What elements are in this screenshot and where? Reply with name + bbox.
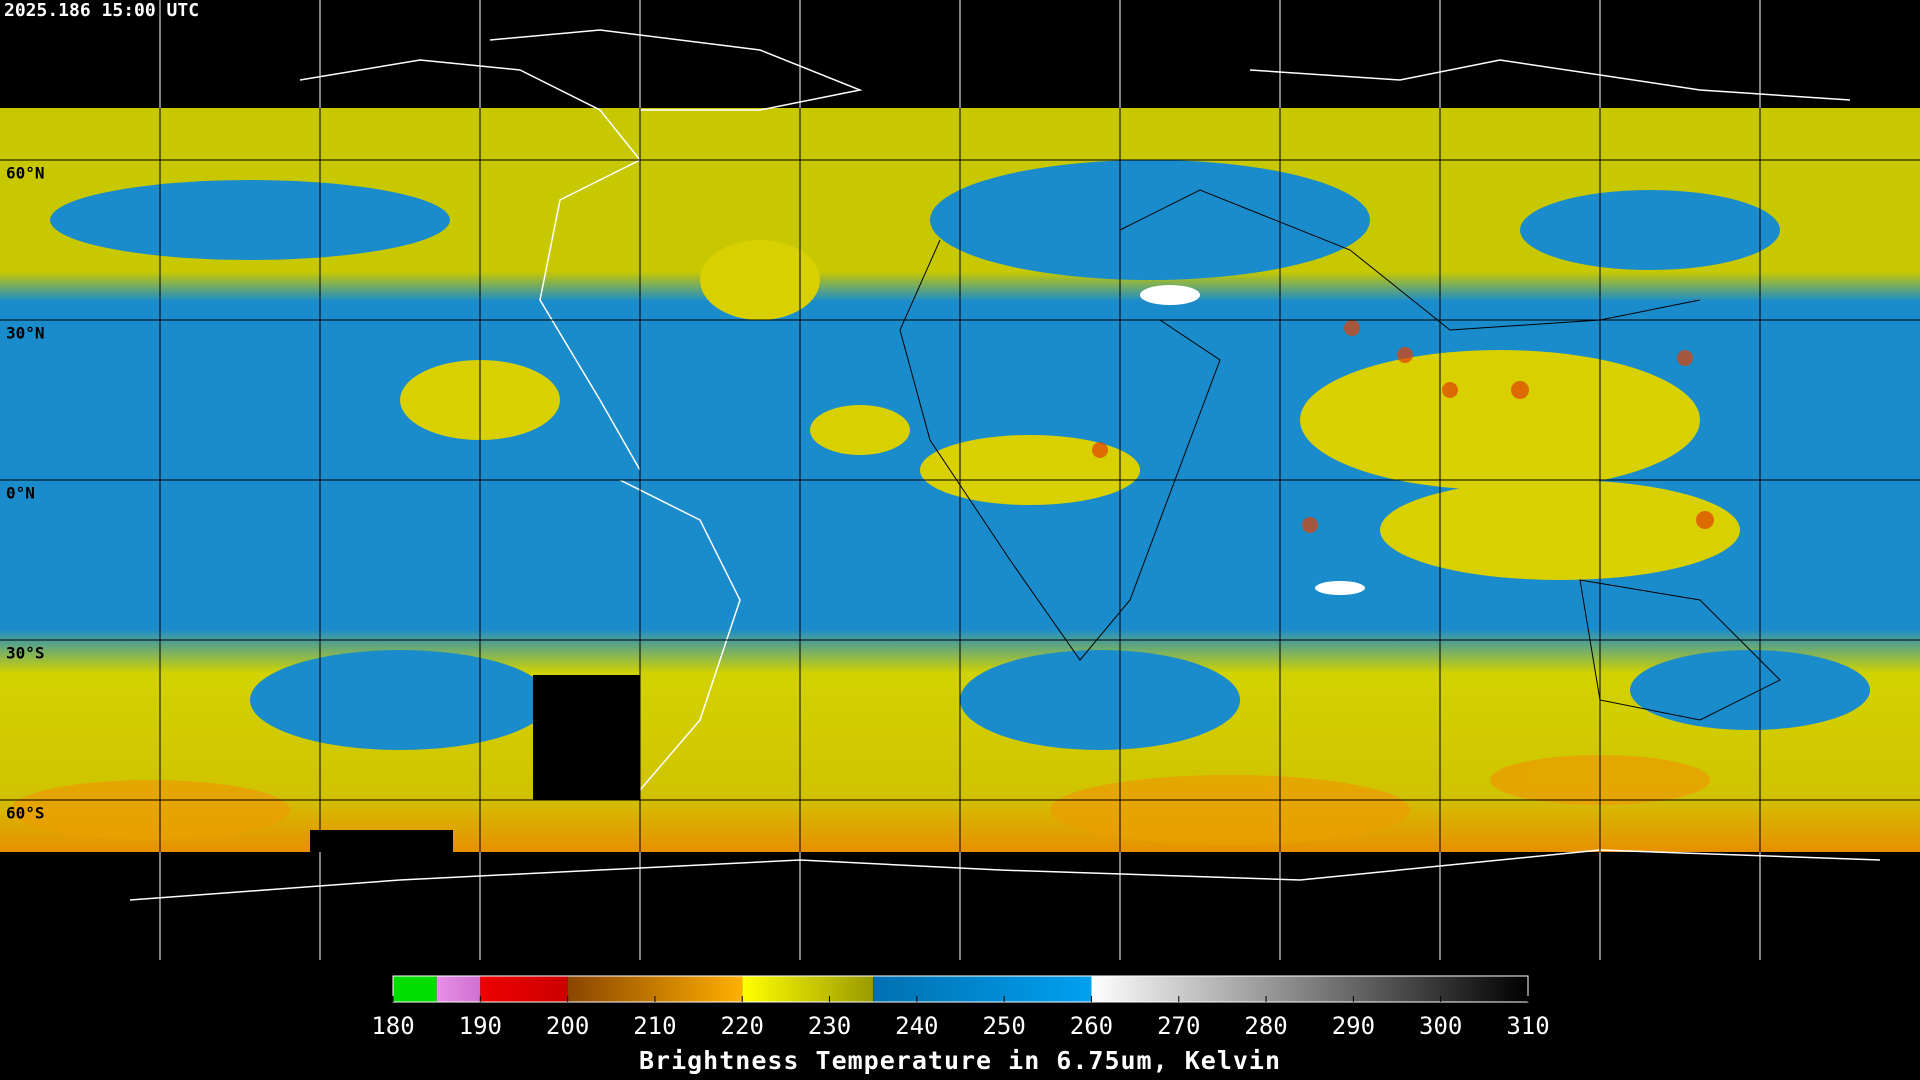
colorbar: 180 190 200 210 220 230 240 250 260 270 280 290 300 3… xyxy=(371,975,1550,1040)
colorbar-segment xyxy=(393,976,437,1002)
colorbar-tick-label: 260 xyxy=(1070,1012,1113,1040)
colorbar-tick-label: 290 xyxy=(1332,1012,1375,1040)
colorbar-tick-label: 250 xyxy=(982,1012,1025,1040)
colorbar-segment xyxy=(480,976,568,1002)
colorbar-tick-label: 180 xyxy=(371,1012,414,1040)
borders xyxy=(899,189,1781,721)
latitude-label: 30°N xyxy=(6,324,45,343)
colorbar-tick-label: 220 xyxy=(721,1012,764,1040)
colorbar-tick-label: 240 xyxy=(895,1012,938,1040)
graticule: 60°N 30°N 0°N 30°S 60°S xyxy=(6,0,1761,960)
timestamp: 2025.186 15:00 UTC xyxy=(4,0,199,21)
data-gap xyxy=(533,675,640,800)
colorbar-title: Brightness Temperature in 6.75um, Kelvin xyxy=(639,1046,1281,1075)
colorbar-segment xyxy=(1091,976,1528,1002)
warm-spot xyxy=(1140,285,1200,305)
colorbar-segment xyxy=(873,976,1092,1002)
colorbar-frame xyxy=(392,975,1529,1003)
dry-regions xyxy=(50,160,1870,750)
map: 60°N 30°N 0°N 30°S 60°S xyxy=(0,0,1920,960)
colorbar-tick-label: 270 xyxy=(1157,1012,1200,1040)
colorbar-tick-label: 190 xyxy=(459,1012,502,1040)
colorbar-segment xyxy=(436,976,481,1002)
warm-spot xyxy=(1315,581,1365,595)
colorbar-tick-label: 310 xyxy=(1506,1012,1549,1040)
colorbar-tick-label: 280 xyxy=(1244,1012,1287,1040)
colorbar-tick-label: 230 xyxy=(808,1012,851,1040)
colorbar-tick-label: 210 xyxy=(633,1012,676,1040)
latitude-label: 0°N xyxy=(6,484,35,503)
colorbar-tick-label: 200 xyxy=(546,1012,589,1040)
colorbar-tick-label: 300 xyxy=(1419,1012,1462,1040)
latitude-label: 30°S xyxy=(6,644,45,663)
data-gap xyxy=(310,830,453,860)
colorbar-segment xyxy=(742,976,874,1002)
latitude-label: 60°N xyxy=(6,164,45,183)
convection xyxy=(1092,320,1714,533)
latitude-label: 60°S xyxy=(6,804,45,823)
